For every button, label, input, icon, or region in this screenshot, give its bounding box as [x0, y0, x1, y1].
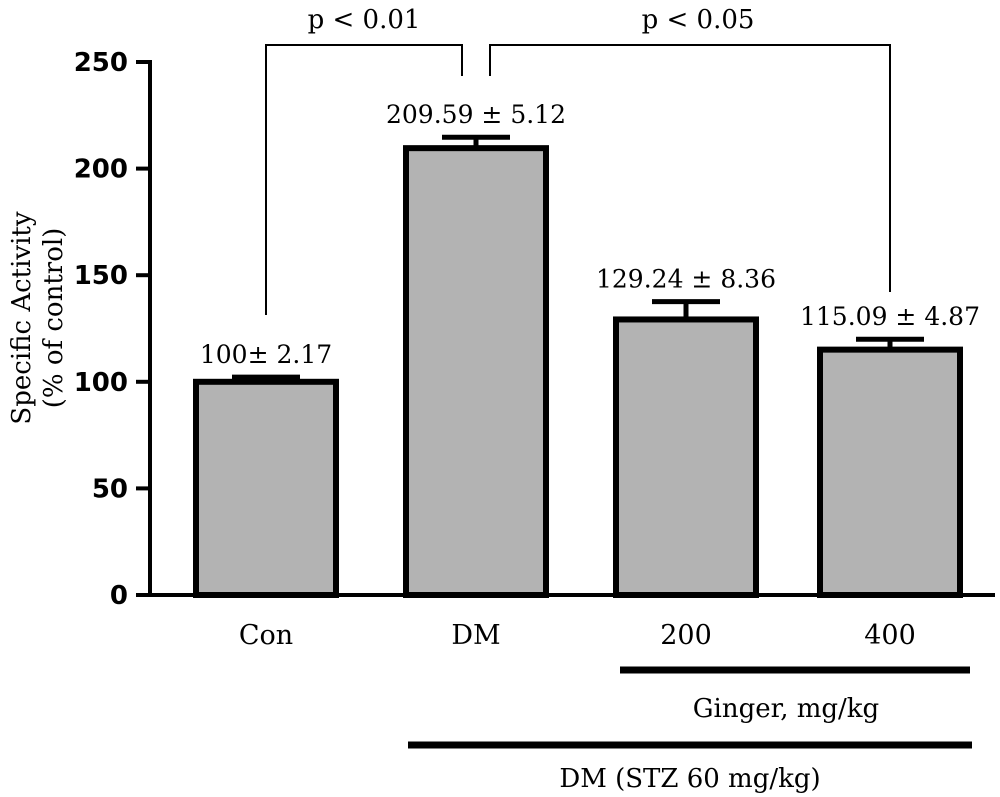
x-tick-label-DM: DM — [451, 620, 500, 651]
group-label-dm: DM (STZ 60 mg/kg) — [559, 764, 820, 794]
y-tick-label-200: 200 — [74, 155, 128, 185]
x-tick-label-200: 200 — [660, 620, 712, 651]
data-label-Con: 100± 2.17 — [200, 340, 332, 369]
bar-400 — [817, 346, 963, 598]
bars-layer — [193, 134, 963, 598]
y-tick-label-50: 50 — [92, 474, 128, 504]
group-label-ginger: Ginger, mg/kg — [693, 694, 879, 724]
bar-Con — [193, 378, 339, 598]
significance-label-1: p < 0.01 — [308, 5, 421, 35]
data-label-DM: 209.59 ± 5.12 — [386, 100, 566, 129]
significance-bracket-2 — [489, 44, 891, 292]
x-tick-label-Con: Con — [239, 620, 293, 651]
data-label-400: 115.09 ± 4.87 — [800, 302, 980, 331]
data-label-200: 129.24 ± 8.36 — [596, 265, 776, 294]
significance-bracket-1 — [265, 44, 463, 315]
annotations-layer: 100± 2.17 Con 209.59 ± 5.12 DM 129.24 ± 8.36… — [200, 5, 980, 794]
x-tick-label-400: 400 — [864, 620, 916, 651]
y-tick-label-250: 250 — [74, 48, 128, 78]
y-tick-label-100: 100 — [74, 368, 128, 398]
bar-DM — [403, 145, 549, 598]
y-tick-label-150: 150 — [74, 261, 128, 291]
bar-200 — [613, 316, 759, 598]
axes-layer: 0 50 100 150 200 250 — [74, 48, 995, 611]
y-tick-label-0: 0 — [110, 581, 128, 611]
y-axis-title-line1: Specific Activity — [7, 211, 37, 424]
significance-label-2: p < 0.05 — [642, 5, 755, 35]
y-axis-title: Specific Activity (% of control) — [7, 211, 69, 424]
y-axis-title-line2: (% of control) — [39, 228, 69, 409]
